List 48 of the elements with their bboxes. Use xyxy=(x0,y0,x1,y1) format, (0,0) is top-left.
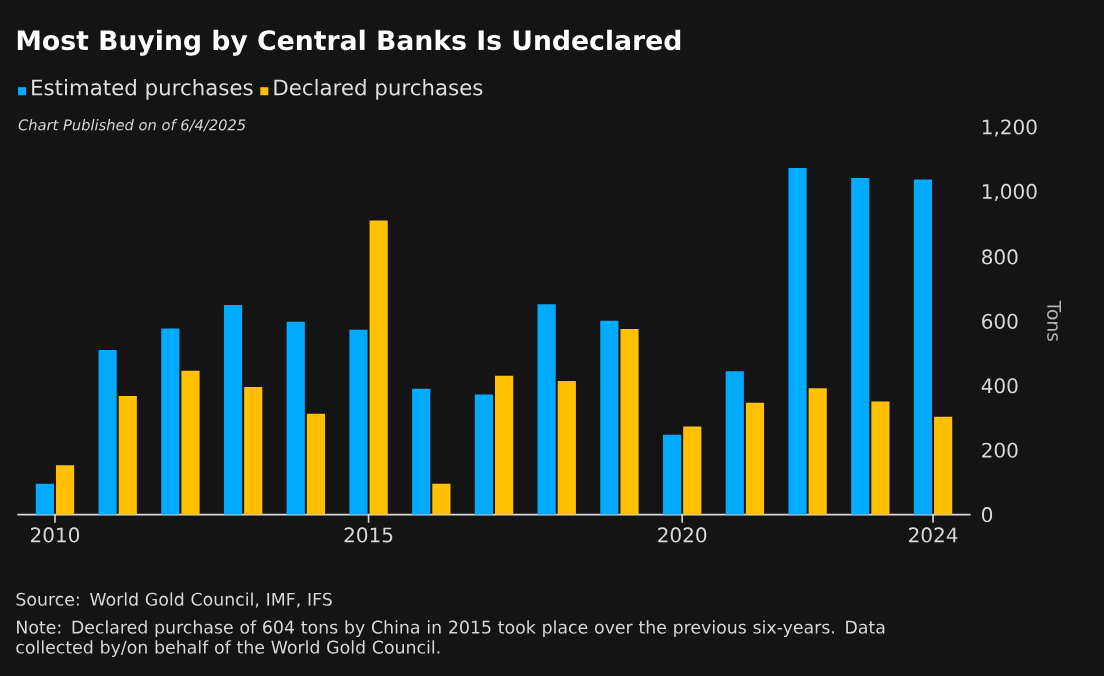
bar xyxy=(683,426,702,515)
text: Note: Declared purchase of 604 tons by China in 2015 took place over the previous six-years. Data collected by/on behalf of the World Gold Council. xyxy=(16,620,885,658)
bar xyxy=(181,370,200,515)
legend-label: Estimated purchases xyxy=(32,79,253,100)
y-axis-title: Tons xyxy=(1047,300,1061,342)
bar xyxy=(223,304,243,515)
y-tick-label: 0 xyxy=(982,507,993,523)
bar xyxy=(808,388,827,515)
bar xyxy=(934,416,953,515)
bar xyxy=(286,321,305,515)
bar xyxy=(495,375,514,515)
bar xyxy=(118,396,137,515)
bar xyxy=(788,167,807,515)
bar xyxy=(913,179,933,515)
bar xyxy=(557,380,576,515)
x-tick-label: 2015 xyxy=(344,527,393,543)
bar xyxy=(600,320,619,515)
y-tick-label: 1,200 xyxy=(982,119,1037,137)
legend-label: Declared purchases xyxy=(274,79,483,100)
bar xyxy=(161,328,180,515)
bar xyxy=(871,401,890,515)
bar xyxy=(537,304,556,515)
x-tick-label: 2010 xyxy=(30,527,80,543)
y-tick-label: 1,000 xyxy=(982,183,1037,202)
bar xyxy=(369,220,388,515)
bar xyxy=(306,413,326,515)
y-tick-label: 800 xyxy=(982,249,1018,265)
y-tick-label: 400 xyxy=(981,378,1018,394)
bar xyxy=(851,177,870,515)
bar xyxy=(98,350,117,515)
bar xyxy=(662,434,682,515)
bar xyxy=(244,387,263,515)
y-tick-label: 600 xyxy=(982,313,1018,329)
y-tick-label: 200 xyxy=(982,442,1018,458)
source-note: Source: World Gold Council, IMF, IFS xyxy=(16,592,332,608)
bar xyxy=(725,371,744,515)
chart-title: Most Buying by Central Banks Is Undeclared xyxy=(17,29,681,56)
x-tick-label: 2020 xyxy=(658,527,707,543)
bar xyxy=(412,388,431,515)
bar xyxy=(349,329,368,515)
bar xyxy=(620,329,639,515)
x-tick-label: 2024 xyxy=(909,527,958,543)
bar xyxy=(35,483,54,515)
chart-subtitle: Chart Published on of 6/4/2025 xyxy=(18,119,246,132)
bar xyxy=(474,394,493,515)
bar xyxy=(55,465,75,515)
bar xyxy=(745,402,765,515)
bar xyxy=(432,483,451,515)
